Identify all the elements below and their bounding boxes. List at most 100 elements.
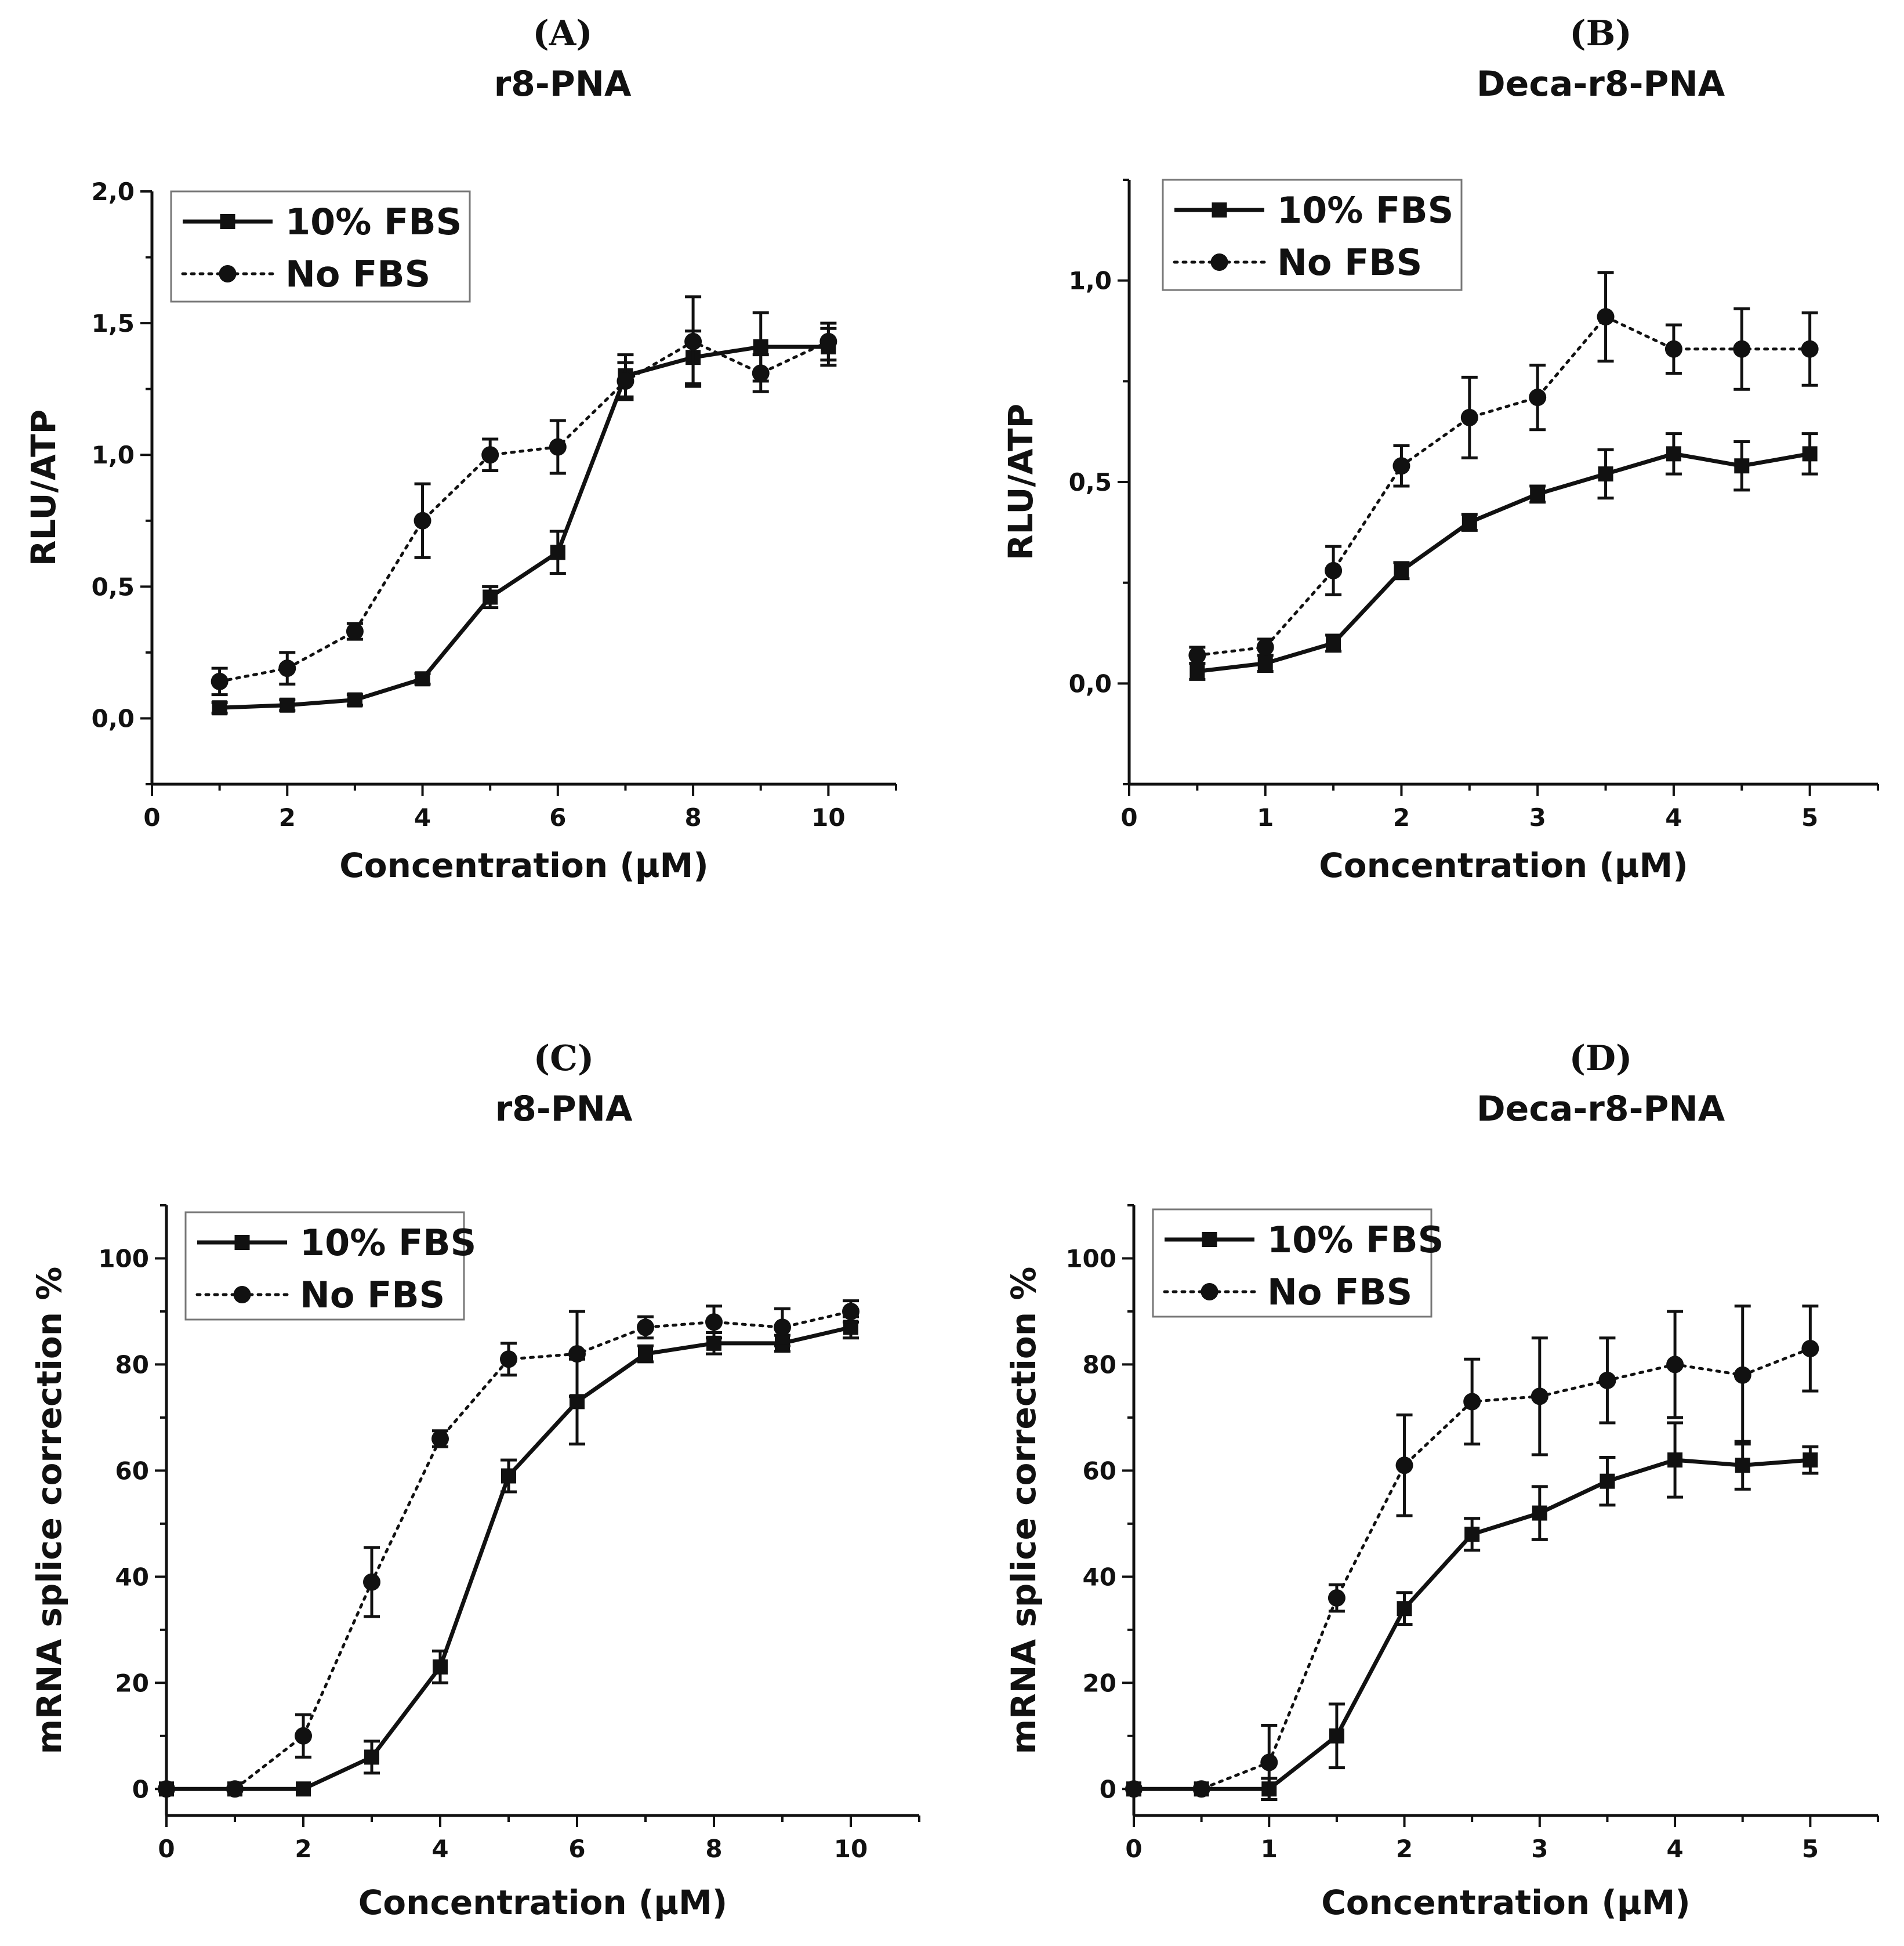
data-point <box>1464 1527 1480 1542</box>
x-axis-label: Concentration (µM) <box>1321 1883 1691 1922</box>
data-point <box>1530 486 1546 502</box>
series-no-fbs <box>158 1299 859 1798</box>
data-point <box>1394 563 1409 578</box>
x-tick-label: 4 <box>1666 1835 1683 1863</box>
legend-label: No FBS <box>1277 241 1422 284</box>
x-tick-label: 1 <box>1261 1835 1278 1863</box>
x-tick-label: 2 <box>1393 803 1410 832</box>
y-tick-label: 0 <box>1100 1775 1116 1803</box>
data-point <box>1125 1780 1143 1798</box>
legend: 10% FBS No FBS <box>184 1211 476 1321</box>
data-point <box>1188 646 1206 664</box>
series-fbs-10 <box>159 1315 859 1797</box>
x-tick-label: 0 <box>1125 1835 1142 1863</box>
x-tick-label: 10 <box>834 1835 868 1863</box>
y-tick-label: 80 <box>115 1350 149 1379</box>
legend-swatch-marker <box>220 214 235 229</box>
data-point <box>346 622 364 640</box>
y-tick-label: 0,5 <box>1069 468 1112 497</box>
data-point <box>549 438 567 456</box>
data-point <box>1734 458 1750 474</box>
legend-swatch-marker <box>233 1286 251 1303</box>
y-axis-label: RLU/ATP <box>1001 404 1040 560</box>
series-no-fbs <box>211 295 837 697</box>
data-point <box>415 671 430 687</box>
series-no-fbs <box>1125 1304 1819 1802</box>
data-point <box>1598 466 1613 482</box>
series-fbs-10 <box>1126 1421 1819 1802</box>
data-point <box>1326 635 1341 651</box>
data-point <box>1531 1387 1548 1405</box>
y-tick-label: 40 <box>1083 1563 1116 1591</box>
data-point <box>684 332 702 350</box>
y-tick-label: 80 <box>1083 1350 1116 1379</box>
data-point <box>753 339 768 354</box>
legend-box <box>170 190 471 303</box>
y-tick-label: 40 <box>115 1563 149 1591</box>
data-point <box>431 1430 449 1448</box>
chart-title: r8-PNA <box>494 64 632 104</box>
legend-label: 10% FBS <box>285 201 462 243</box>
panel-d: (D) Deca-r8-PNA 0 1 2 3 4 5 0 20 40 60 80 100 Concentr… <box>1004 1038 1879 1922</box>
data-point <box>1325 561 1343 579</box>
data-point <box>296 1781 311 1797</box>
legend-label: 10% FBS <box>300 1222 476 1264</box>
panel-label: (A) <box>532 13 592 54</box>
x-tick-label: 1 <box>1257 803 1274 832</box>
y-tick-label: 1,0 <box>92 441 135 469</box>
data-point <box>1801 1339 1819 1357</box>
data-point <box>819 332 837 350</box>
data-point <box>1801 340 1819 358</box>
series-no-fbs <box>1188 271 1819 665</box>
legend-box <box>184 1211 465 1321</box>
data-point <box>483 589 498 605</box>
series-line <box>166 1325 851 1791</box>
data-point <box>568 1345 586 1363</box>
series-line <box>165 1310 853 1791</box>
data-point <box>1192 1780 1210 1798</box>
panel-a: (A) r8-PNA 0 2 4 6 8 10 0,0 0,5 1,0 1,5 2,0 Concentra… <box>24 13 897 885</box>
x-axis-label: Concentration (µM) <box>339 846 709 885</box>
data-point <box>295 1727 312 1745</box>
y-tick-label: 1,5 <box>92 309 135 338</box>
data-point <box>433 1659 448 1675</box>
x-tick-label: 4 <box>1665 803 1682 832</box>
data-point <box>1598 1371 1616 1389</box>
x-tick-label: 2 <box>295 1835 311 1863</box>
chart-title: r8-PNA <box>495 1089 633 1129</box>
chart-title: Deca-r8-PNA <box>1477 64 1725 104</box>
x-tick-label: 8 <box>684 803 701 832</box>
series-line <box>218 340 830 683</box>
legend-swatch-marker <box>1202 1232 1217 1247</box>
data-point <box>1733 1366 1751 1384</box>
data-point <box>637 1318 654 1336</box>
x-tick-label: 0 <box>158 1835 175 1863</box>
x-tick-label: 8 <box>705 1835 722 1863</box>
data-point <box>616 372 634 390</box>
data-point <box>1529 389 1547 407</box>
data-point <box>226 1780 244 1798</box>
data-point <box>1395 1456 1413 1474</box>
data-point <box>1803 1452 1818 1468</box>
legend-box <box>1152 1208 1432 1318</box>
y-tick-label: 20 <box>115 1669 149 1697</box>
x-tick-label: 3 <box>1531 1835 1548 1863</box>
panel-label: (B) <box>1569 13 1632 54</box>
legend-swatch-marker <box>234 1235 250 1250</box>
data-point <box>1664 340 1682 358</box>
data-point <box>1666 446 1681 462</box>
y-tick-label: 100 <box>1065 1244 1116 1273</box>
data-point <box>1597 308 1615 326</box>
legend-swatch-marker <box>1210 253 1228 271</box>
x-tick-label: 6 <box>549 803 566 832</box>
data-point <box>1733 340 1751 358</box>
y-tick-label: 1,0 <box>1069 267 1112 295</box>
legend: 10% FBS No FBS <box>170 190 471 303</box>
data-point <box>1329 1728 1344 1744</box>
legend-label: 10% FBS <box>1267 1219 1444 1261</box>
data-point <box>1256 638 1274 656</box>
legend-label: No FBS <box>300 1274 445 1316</box>
series-line <box>219 345 829 710</box>
